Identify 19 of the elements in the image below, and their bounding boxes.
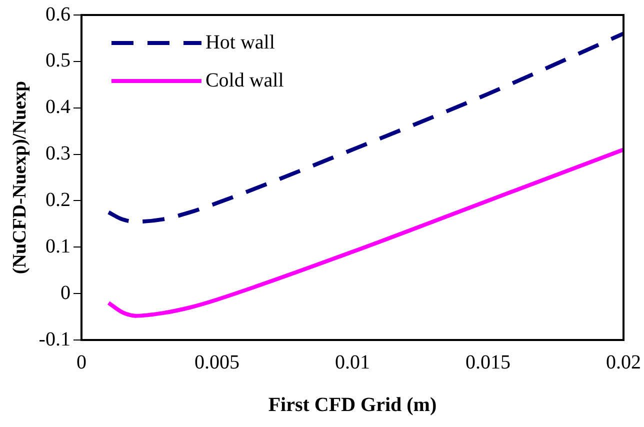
y-tick-label: 0.5 [45,50,70,72]
legend-label: Hot wall [205,31,276,54]
y-tick-label: 0.4 [45,96,70,118]
x-tick-label: 0.01 [334,351,370,374]
x-tick-label: 0.015 [465,351,510,374]
legend-label: Cold wall [205,69,284,92]
line-series [106,148,624,318]
y-tick-label: 0.1 [45,235,70,258]
y-axis-title: (NuCFD-Nuexp)/Nuexp [9,80,30,274]
x-tick-label: 0.02 [606,351,641,374]
y-tick-label: 0 [60,282,70,304]
line-series [106,32,624,224]
y-tick-label: 0.2 [45,188,70,211]
y-tick-label: 0.6 [45,3,70,26]
y-tick-label: 0.3 [45,142,70,165]
x-axis-title: First CFD Grid (m) [268,394,437,416]
x-tick-label: 0.005 [194,351,240,374]
x-tick-label: 0 [76,351,86,374]
y-tick-label: -0.1 [38,328,70,350]
